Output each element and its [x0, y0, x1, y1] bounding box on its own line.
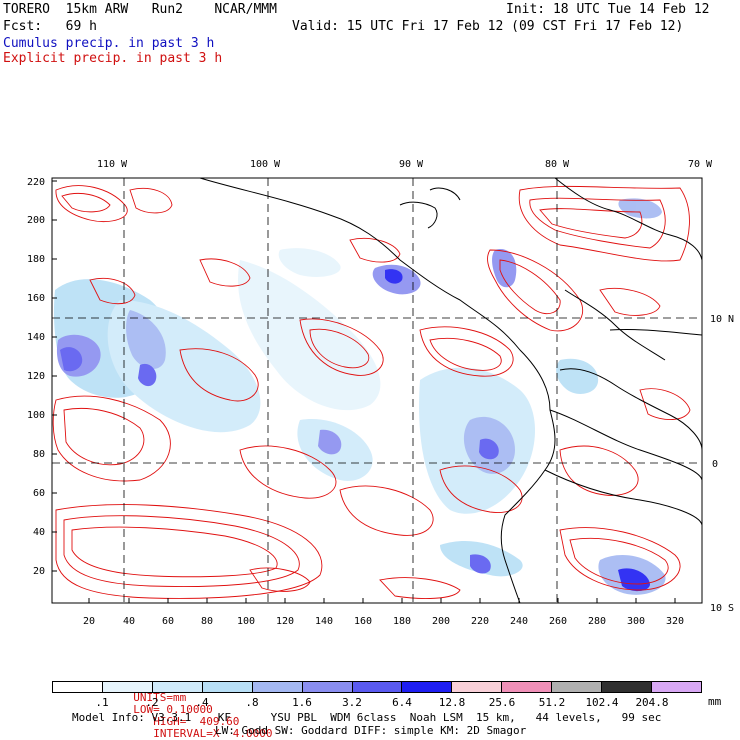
legend-colorbar [52, 681, 702, 693]
legend-swatch [502, 682, 553, 692]
legend-swatch [402, 682, 453, 692]
legend-value: 1.6 [292, 696, 312, 709]
y-tick: 80 [33, 449, 45, 460]
x-tick: 260 [549, 616, 567, 627]
contours-high: HIGH= 409.60 [153, 715, 240, 728]
y-tick: 140 [27, 332, 45, 343]
x-tick: 320 [666, 616, 684, 627]
field-cumulus-label: Cumulus precip. in past 3 h [3, 36, 215, 51]
legend-value: 25.6 [488, 696, 516, 709]
physics-info: LW: Godd SW: Goddard DIFF: simple KM: 2D… [215, 724, 527, 737]
y-tick: 220 [27, 177, 45, 188]
x-tick: 240 [510, 616, 528, 627]
legend-swatch [252, 682, 303, 692]
x-tick: 40 [123, 616, 135, 627]
x-tick: 140 [315, 616, 333, 627]
lon-label-80w: 80 W [545, 159, 570, 170]
x-tick: 120 [276, 616, 294, 627]
y-tick: 160 [27, 293, 45, 304]
legend-value: 204.8 [635, 696, 669, 709]
legend-swatch [152, 682, 203, 692]
map-svg: 110 W 100 W 90 W 80 W 70 W [27, 159, 734, 627]
legend-value: .4 [195, 696, 209, 709]
legend-swatch [452, 682, 503, 692]
x-tick: 20 [83, 616, 95, 627]
y-tick: 20 [33, 566, 45, 577]
y-tick: 100 [27, 410, 45, 421]
legend-swatch [202, 682, 253, 692]
model-title: TORERO 15km ARW Run2 NCAR/MMM [3, 2, 277, 17]
y-tick: 40 [33, 527, 45, 538]
legend-value: 12.8 [438, 696, 466, 709]
lon-label-100w: 100 W [250, 159, 281, 170]
legend-value: 6.4 [392, 696, 412, 709]
x-tick: 100 [237, 616, 255, 627]
precip-map: 110 W 100 W 90 W 80 W 70 W [0, 150, 740, 630]
legend-swatch [352, 682, 403, 692]
bottom-tick-marks [88, 598, 676, 603]
legend-swatch [102, 682, 153, 692]
init-time: Init: 18 UTC Tue 14 Feb 12 [506, 2, 710, 17]
lon-label-110w: 110 W [97, 159, 128, 170]
valid-time: Valid: 15 UTC Fri 17 Feb 12 (09 CST Fri … [292, 19, 684, 34]
lon-label-70w: 70 W [688, 159, 713, 170]
lat-label-10n: 10 N [710, 314, 734, 325]
forecast-hour: Fcst: 69 h [3, 19, 97, 34]
legend-swatch [602, 682, 653, 692]
legend-swatch [652, 682, 701, 692]
contours-units: UNITS=mm [133, 691, 187, 704]
contours-low: LOW= 0.10000 [133, 703, 213, 716]
field-explicit-label: Explicit precip. in past 3 h [3, 51, 223, 66]
bottom-axis-ticks: 20 40 60 80 100 120 140 160 180 200 220 … [83, 616, 684, 627]
left-tick-marks [52, 180, 57, 572]
lat-label-0: 0 [712, 459, 718, 470]
x-tick: 160 [354, 616, 372, 627]
legend-value: 51.2 [538, 696, 566, 709]
legend-swatch [53, 682, 103, 692]
y-tick: 180 [27, 254, 45, 265]
lon-label-90w: 90 W [399, 159, 424, 170]
top-lon-labels: 110 W 100 W 90 W 80 W 70 W [97, 159, 713, 170]
x-tick: 60 [162, 616, 174, 627]
model-info: Model Info: V3.3.1 KF YSU PBL WDM 6class… [72, 711, 662, 724]
coastlines [199, 177, 703, 604]
x-tick: 280 [588, 616, 606, 627]
legend-unit: mm [708, 695, 722, 708]
legend-value: .1 [95, 696, 109, 709]
legend-value: 3.2 [342, 696, 362, 709]
legend-value: .2 [145, 696, 159, 709]
left-axis-ticks: 220 200 180 160 140 120 100 80 60 40 20 [27, 177, 45, 577]
x-tick: 220 [471, 616, 489, 627]
x-tick: 80 [201, 616, 213, 627]
contours-interval: INTERVAL=X 4.0000 [153, 727, 273, 740]
latlon-grid [52, 178, 702, 603]
legend-swatch [552, 682, 603, 692]
y-tick: 200 [27, 215, 45, 226]
right-lat-labels: 10 N 0 10 S [710, 314, 734, 614]
legend-value: 102.4 [585, 696, 619, 709]
y-tick: 60 [33, 488, 45, 499]
legend-value: .8 [245, 696, 259, 709]
x-tick: 200 [432, 616, 450, 627]
y-tick: 120 [27, 371, 45, 382]
x-tick: 300 [627, 616, 645, 627]
lat-label-10s: 10 S [710, 603, 734, 614]
legend-swatch [302, 682, 353, 692]
x-tick: 180 [393, 616, 411, 627]
